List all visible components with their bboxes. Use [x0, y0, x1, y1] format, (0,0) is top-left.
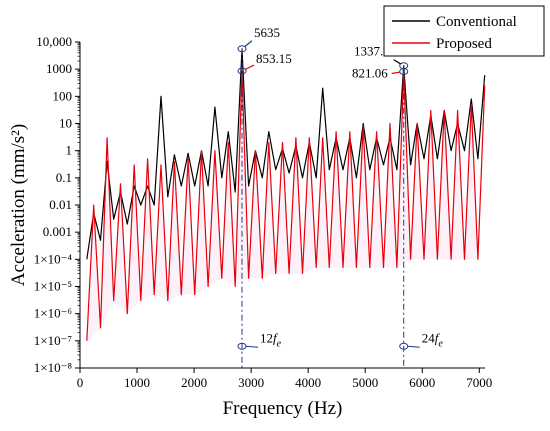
legend-label: Conventional — [436, 14, 517, 30]
harmonic-marker-leader — [245, 345, 259, 348]
x-tick-label: 7000 — [466, 375, 492, 390]
trough-shading — [113, 183, 128, 314]
y-tick-label: 10 — [59, 116, 72, 131]
y-tick-label: 0.001 — [43, 224, 72, 239]
trough-shading — [437, 110, 452, 260]
y-tick-label: 1 — [66, 143, 73, 158]
series-line-conventional — [86, 48, 486, 260]
peak-leader-line — [391, 71, 401, 75]
axis-layer: 0 1000 2000 3000 4000 5000 6000 7000 1×10⁻⁸ 1×10⁻… — [8, 34, 492, 419]
harmonic-subscript: e — [277, 338, 282, 349]
trough-shading — [86, 205, 101, 341]
trough-shading — [423, 110, 438, 260]
trough-shading — [329, 131, 343, 268]
peak-marker-circle — [237, 67, 247, 75]
x-tick-label: 6000 — [409, 375, 435, 390]
harmonic-marker-leader — [407, 345, 420, 348]
trough-shading — [275, 142, 290, 274]
trough-shading — [356, 126, 370, 268]
y-tick-label: 1×10⁻⁸ — [34, 360, 73, 375]
legend-label: Proposed — [436, 36, 492, 52]
peak-value-label: 1337.9 — [354, 44, 390, 59]
y-tick-label: 1×10⁻⁵ — [34, 279, 72, 294]
x-axis-title: Frequency (Hz) — [223, 398, 343, 419]
plot-layer — [86, 48, 486, 341]
y-tick-label: 0.1 — [56, 170, 72, 185]
harmonic-symbol: f — [435, 330, 441, 345]
trough-shading — [208, 150, 222, 287]
y-tick-label: 100 — [53, 88, 73, 103]
x-tick-label: 2000 — [181, 375, 207, 390]
trough-shading — [316, 137, 330, 268]
harmonic-label: 12fe — [260, 330, 282, 349]
trough-shading — [369, 131, 384, 268]
x-tick-label: 5000 — [352, 375, 378, 390]
peak-leader-line — [245, 64, 255, 70]
trough-shading — [342, 131, 357, 268]
trough-shading — [194, 150, 209, 295]
x-tick-label: 3000 — [238, 375, 264, 390]
legend: Conventional Proposed — [383, 5, 545, 57]
harmonic-label: 24fe — [422, 330, 444, 349]
peak-value-label: 821.06 — [352, 65, 388, 80]
y-tick-label: 1×10⁻⁴ — [34, 251, 73, 266]
harmonic-order: 24 — [422, 330, 436, 345]
trough-shading — [410, 123, 424, 260]
peak-value-label: 853.15 — [256, 51, 292, 66]
y-axis-title: Acceleration (mm/s²) — [8, 124, 29, 286]
peak-leader-line — [393, 59, 402, 65]
legend-box — [383, 5, 545, 57]
peak-marker-circle — [399, 67, 409, 75]
trough-shading — [221, 142, 236, 287]
trough-shading — [248, 150, 263, 279]
trough-shading — [383, 123, 397, 268]
trough-shading — [181, 158, 195, 295]
trough-shading — [100, 137, 114, 328]
harmonic-subscript: e — [438, 338, 443, 349]
y-tick-label: 0.01 — [49, 197, 72, 212]
trough-shading — [154, 164, 168, 301]
y-tick-label: 1×10⁻⁷ — [34, 333, 72, 348]
trough-shading — [302, 137, 317, 274]
y-tick-label: 10,000 — [36, 34, 72, 49]
harmonic-order: 12 — [260, 330, 273, 345]
series-line-proposed — [86, 70, 486, 341]
x-tick-label: 4000 — [295, 375, 321, 390]
x-tick-label: 0 — [77, 375, 84, 390]
trough-shading — [262, 142, 276, 279]
harmonic-symbol: f — [273, 330, 279, 345]
peak-leader-line — [244, 40, 253, 47]
x-tick-label: 1000 — [124, 375, 150, 390]
y-tick-label: 1×10⁻⁶ — [34, 306, 72, 321]
trough-shading — [464, 104, 478, 260]
trough-shading — [451, 110, 465, 260]
peak-value-label: 5635 — [254, 25, 280, 40]
trough-shading — [140, 158, 155, 301]
y-tick-label: 1000 — [46, 61, 72, 76]
trough-shading — [289, 137, 303, 274]
peak-marker-circle — [237, 45, 247, 53]
trough-shading — [127, 164, 141, 314]
trough-shading — [167, 161, 182, 301]
